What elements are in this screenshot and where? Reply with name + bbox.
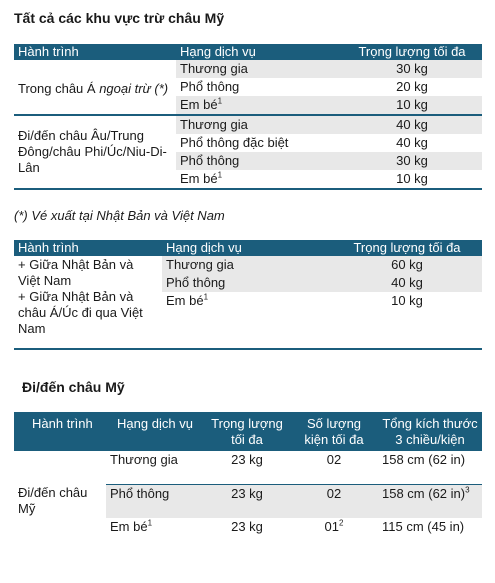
class-cell: Em bé1 (176, 170, 342, 190)
class-cell: Em bé1 (166, 292, 209, 308)
empty-cell (162, 310, 332, 350)
section3-title: Đi/đến châu Mỹ (22, 379, 125, 395)
empty-cell (332, 310, 482, 350)
pieces-cell: 02 (290, 484, 378, 518)
weight-cell: 40 kg (396, 135, 428, 150)
size-cell: 115 cm (45 in) (382, 519, 465, 534)
class-cell: Thương gia (162, 256, 332, 274)
weight-cell: 30 kg (342, 152, 482, 170)
header-class: Hạng dịch vụ (176, 44, 342, 60)
class-cell: Phổ thông (180, 79, 240, 94)
class-cell: Thương gia (176, 60, 342, 78)
header-weight: Trọng lượng tối đa (332, 240, 482, 256)
table-row: Phổ thông 20 kg (14, 78, 482, 96)
footnote-japan-vietnam: (*) Vé xuất tại Nhật Bản và Việt Nam (14, 208, 225, 223)
weight-cell: 40 kg (332, 274, 482, 292)
header-route: Hành trình (14, 240, 162, 256)
header-pieces: Số lượng kiện tối đa (290, 412, 378, 451)
weight-cell: 10 kg (391, 293, 423, 308)
weight-cell: 10 kg (342, 170, 482, 190)
weight-cell: 30 kg (342, 60, 482, 78)
route-text-italic: ngoại trừ (*) (99, 80, 169, 96)
table-header-row: Hành trình Hạng dịch vụ Trọng lượng tối … (14, 412, 482, 451)
baggage-table-japan-vietnam: Hành trình Hạng dịch vụ Trọng lượng tối … (14, 240, 482, 350)
class-cell: Thương gia (176, 115, 342, 134)
table-row: Phổ thông 23 kg 02 158 cm (62 in)3 (14, 484, 482, 518)
class-cell: Thương gia (110, 452, 178, 467)
table-row: Em bé1 10 kg (14, 170, 482, 190)
weight-cell: 60 kg (332, 256, 482, 274)
weight-cell: 20 kg (396, 79, 428, 94)
class-cell: Em bé1 (110, 518, 153, 534)
header-route: Hành trình (14, 44, 176, 60)
route-text: Trong châu Á (18, 80, 96, 96)
class-cell: Phổ thông (162, 274, 332, 292)
pieces-cell: 02 (326, 452, 342, 467)
table-row: Em bé1 23 kg 012 115 cm (45 in) (14, 518, 482, 551)
table-row: Em bé1 10 kg (14, 96, 482, 116)
class-cell: Em bé1 (176, 96, 342, 116)
weight-cell: 23 kg (231, 519, 263, 534)
weight-cell: 40 kg (342, 115, 482, 134)
weight-cell: 10 kg (342, 96, 482, 116)
weight-cell: 23 kg (204, 484, 290, 518)
pieces-cell: 012 (324, 518, 344, 534)
header-size: Tổng kích thước 3 chiều/kiện (378, 412, 482, 451)
section1-title: Tất cả các khu vực trừ châu Mỹ (14, 10, 225, 26)
table-row: Phổ thông đặc biệt 40 kg (14, 134, 482, 152)
route-cell: Đi/đến châu Âu/Trung Đông/châu Phi/Úc/Ni… (14, 115, 176, 190)
header-class: Hạng dịch vụ (162, 240, 332, 256)
table-header-row: Hành trình Hạng dịch vụ Trọng lượng tối … (14, 240, 482, 256)
weight-cell: 23 kg (231, 452, 263, 467)
route-cell: Trong châu Á ngoại trừ (*) (14, 60, 176, 116)
size-cell: 158 cm (62 in) (382, 452, 466, 467)
baggage-table-americas: Hành trình Hạng dịch vụ Trọng lượng tối … (14, 412, 482, 551)
table-row: + Giữa Nhật Bản và Việt Nam + Giữa Nhật … (14, 256, 482, 350)
table-row: Đi/đến châu Âu/Trung Đông/châu Phi/Úc/Ni… (14, 115, 482, 190)
route-text: Đi/đến châu Âu/Trung Đông/châu Phi/Úc/Ni… (18, 128, 167, 175)
header-route: Hành trình (14, 412, 106, 451)
table-row: Em bé1 10 kg (14, 292, 482, 310)
baggage-table-non-americas: Hành trình Hạng dịch vụ Trọng lượng tối … (14, 44, 482, 190)
class-cell: Phổ thông (106, 484, 204, 518)
table-header-row: Hành trình Hạng dịch vụ Trọng lượng tối … (14, 44, 482, 60)
header-weight: Trọng lượng tối đa (204, 412, 290, 451)
table-row: Phổ thông 30 kg (14, 152, 482, 170)
size-cell: 158 cm (62 in)3 (378, 484, 482, 518)
class-cell: Phổ thông đặc biệt (180, 135, 289, 150)
route-cell: Đi/đến châu Mỹ (14, 451, 106, 551)
table-row: Đi/đến châu Mỹ Thương gia 23 kg 02 158 c… (14, 451, 482, 551)
table-row (14, 310, 482, 350)
table-row: Trong châu Á ngoại trừ (*) Thương gia 30… (14, 60, 482, 116)
class-cell: Phổ thông (176, 152, 342, 170)
table-row: Phổ thông 40 kg (14, 274, 482, 292)
route-cell: + Giữa Nhật Bản và Việt Nam + Giữa Nhật … (14, 256, 162, 350)
header-weight: Trọng lượng tối đa (342, 44, 482, 60)
header-class: Hạng dịch vụ (106, 412, 204, 451)
